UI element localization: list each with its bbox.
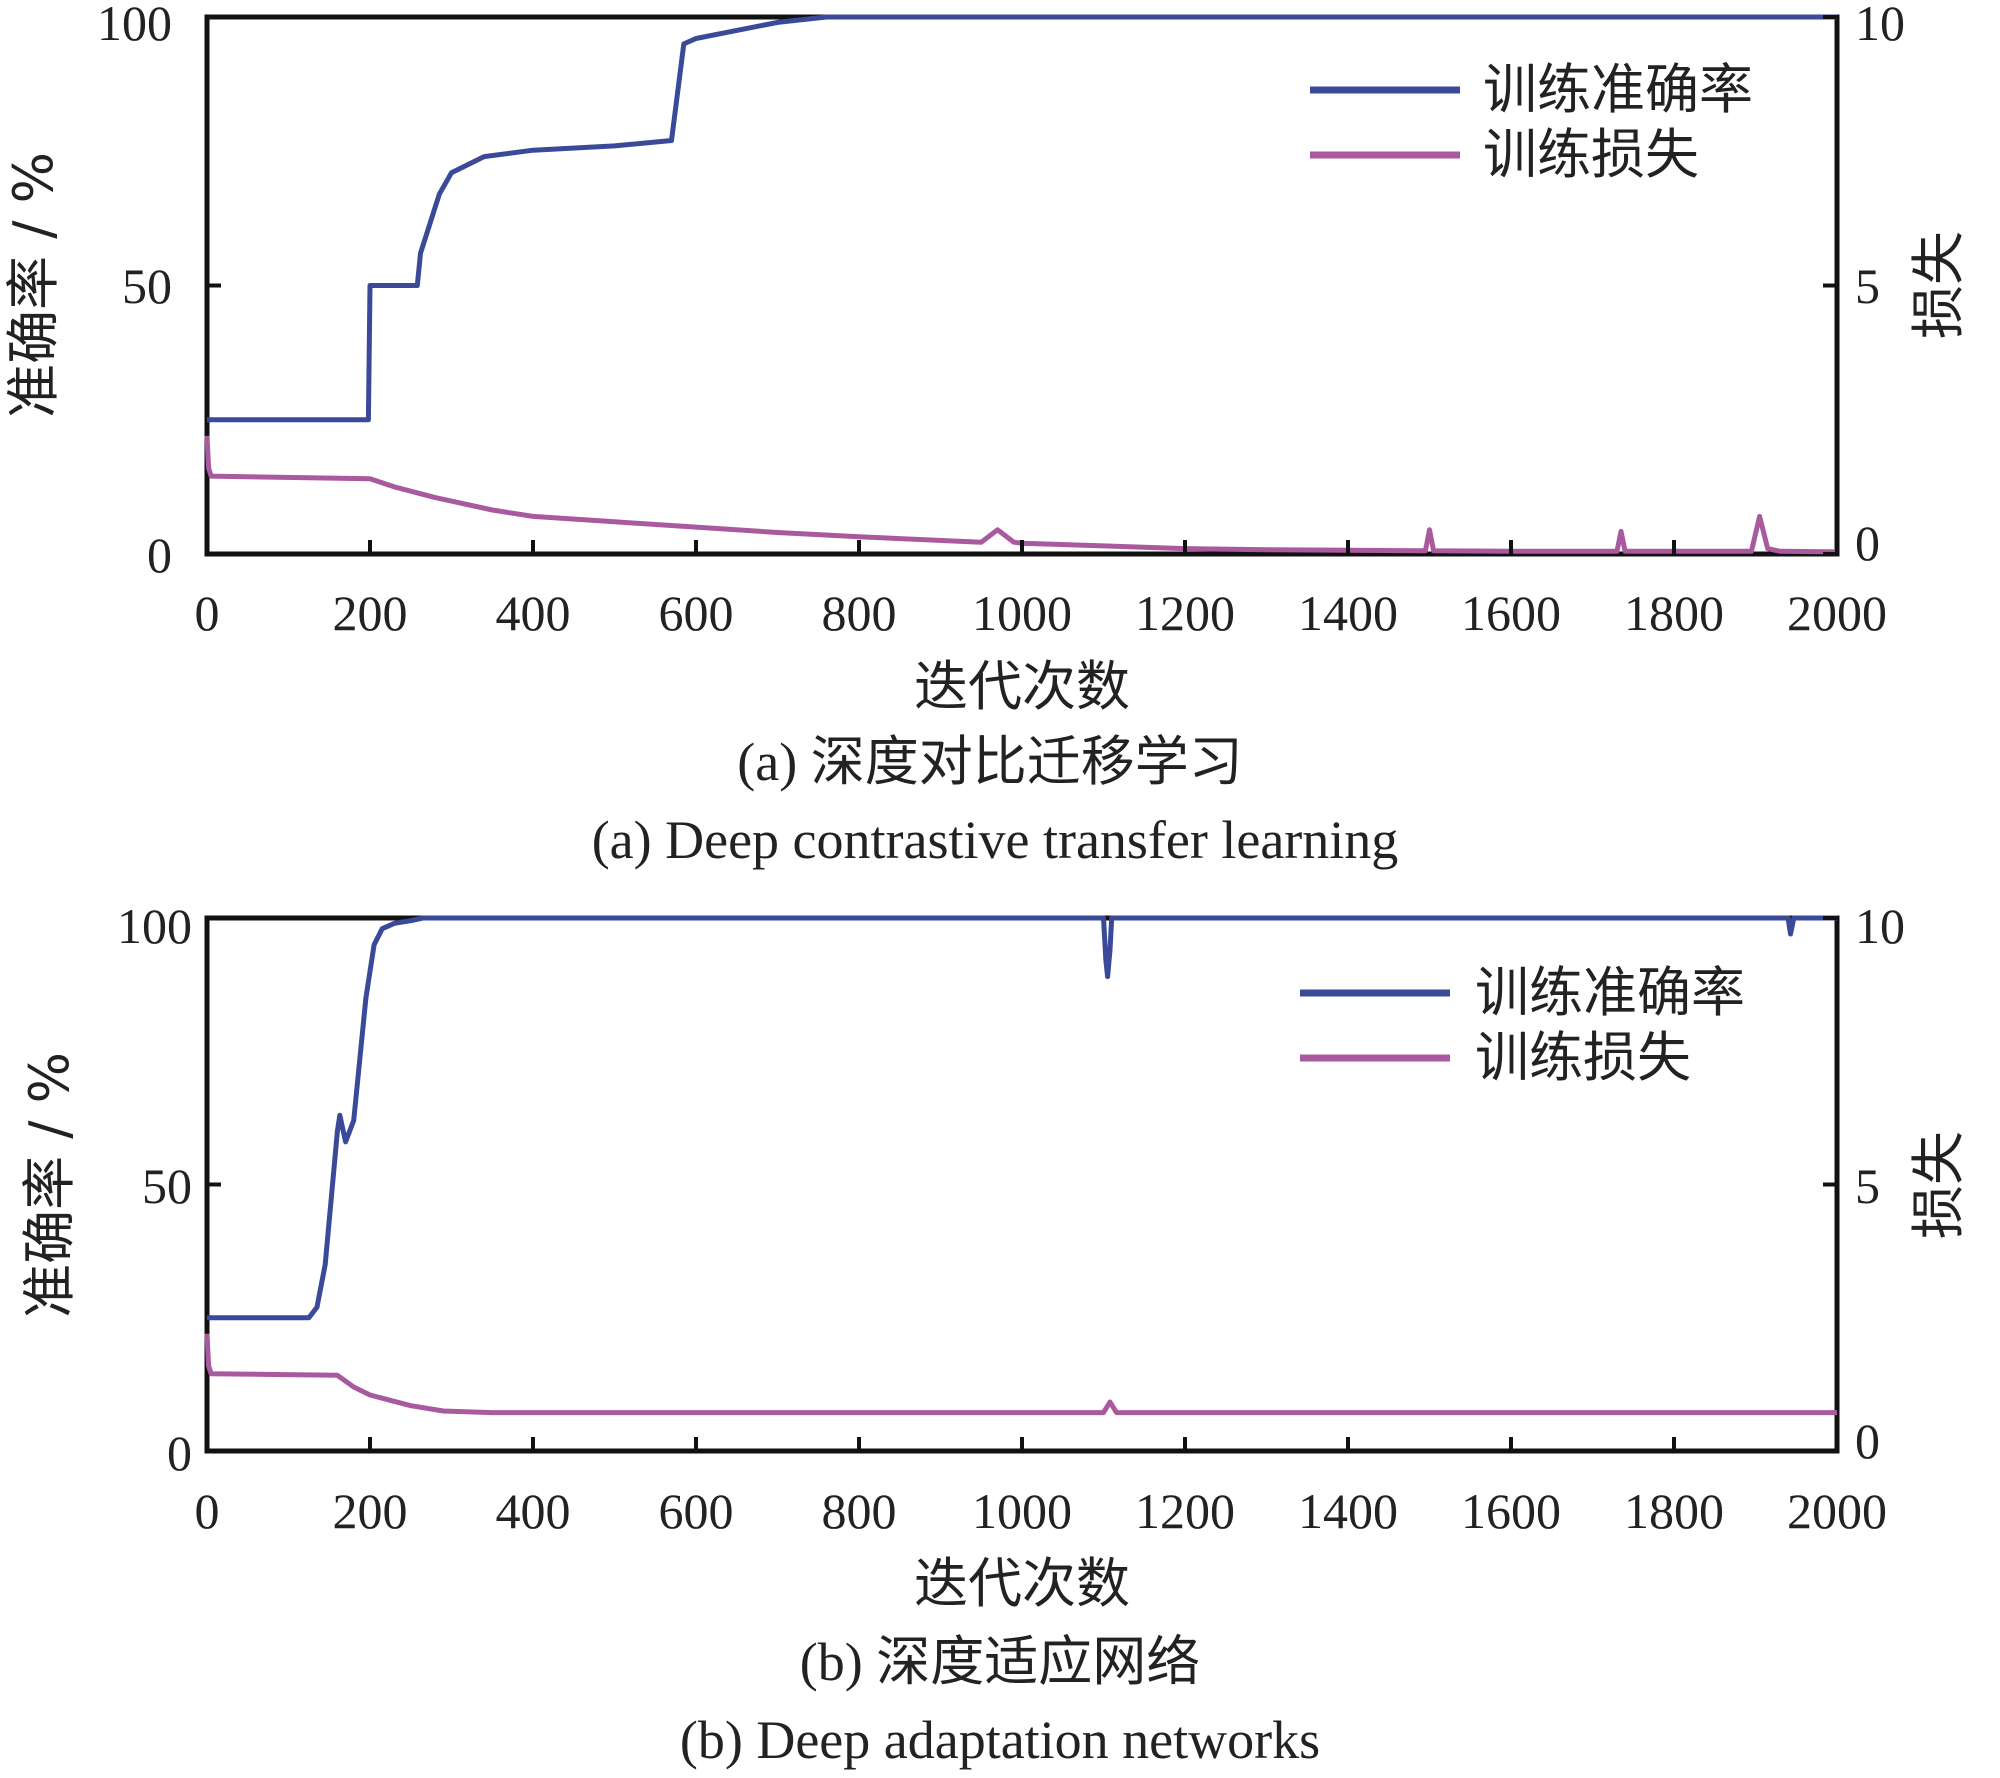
x-axis-label: 迭代次数 bbox=[914, 655, 1130, 718]
x-tick-label: 0 bbox=[195, 1483, 220, 1539]
y-right-tick-label: 5 bbox=[1855, 1158, 1880, 1214]
x-tick-label: 400 bbox=[496, 585, 571, 641]
series-line-loss bbox=[204, 435, 1838, 555]
y-right-axis-label: 损失 bbox=[1907, 231, 1970, 339]
y-left-tick-label: 0 bbox=[147, 527, 172, 583]
y-right-tick-label: 5 bbox=[1855, 258, 1880, 314]
series-line-accuracy bbox=[207, 915, 1837, 1321]
legend-label: 训练损失 bbox=[1475, 1026, 1691, 1089]
caption-chinese: (a) 深度对比迁移学习 bbox=[737, 732, 1242, 792]
y-left-tick-label: 0 bbox=[167, 1425, 192, 1481]
chart-panel-a: 0 200 400 600 800 1000 1200 1400 1600 18… bbox=[2, 0, 1970, 870]
y-right-tick-label: 0 bbox=[1855, 1413, 1880, 1469]
x-tick-label: 800 bbox=[822, 585, 897, 641]
x-tick-label: 200 bbox=[333, 1483, 408, 1539]
caption-chinese: (b) 深度适应网络 bbox=[800, 1632, 1200, 1692]
x-tick-label: 1000 bbox=[972, 1483, 1072, 1539]
x-tick-label: 800 bbox=[822, 1483, 897, 1539]
x-tick-label: 200 bbox=[333, 585, 408, 641]
y-right-tick-label: 10 bbox=[1855, 0, 1905, 51]
x-tick-label: 1000 bbox=[972, 585, 1072, 641]
x-tick-label: 1600 bbox=[1461, 1483, 1561, 1539]
x-tick-label: 400 bbox=[496, 1483, 571, 1539]
series-line-loss bbox=[204, 1333, 1837, 1416]
y-left-tick-label: 100 bbox=[117, 898, 192, 954]
x-tick-label: 1400 bbox=[1298, 1483, 1398, 1539]
tick-layer bbox=[205, 916, 1839, 1453]
legend-label: 训练损失 bbox=[1483, 123, 1699, 186]
x-tick-label: 600 bbox=[659, 585, 734, 641]
series-layer bbox=[204, 915, 1837, 1416]
y-right-tick-label: 10 bbox=[1855, 898, 1905, 954]
y-left-tick-label: 50 bbox=[122, 258, 172, 314]
series-line-accuracy bbox=[207, 14, 1837, 423]
x-tick-label: 2000 bbox=[1787, 585, 1887, 641]
x-tick-label: 0 bbox=[195, 585, 220, 641]
y-left-tick-label: 100 bbox=[97, 0, 172, 51]
y-left-tick-label: 50 bbox=[142, 1158, 192, 1214]
x-tick-label: 1400 bbox=[1298, 585, 1398, 641]
y-right-tick-label: 0 bbox=[1855, 515, 1880, 571]
legend-label: 训练准确率 bbox=[1475, 961, 1745, 1024]
x-tick-label: 1800 bbox=[1624, 1483, 1724, 1539]
series-layer bbox=[204, 14, 1838, 555]
caption-english: (b) Deep adaptation networks bbox=[680, 1710, 1320, 1770]
x-tick-label: 1200 bbox=[1135, 585, 1235, 641]
x-tick-label: 600 bbox=[659, 1483, 734, 1539]
legend: 训练准确率 训练损失 bbox=[1300, 961, 1745, 1089]
legend-label: 训练准确率 bbox=[1483, 58, 1753, 121]
y-right-axis-label: 损失 bbox=[1907, 1131, 1970, 1239]
legend: 训练准确率 训练损失 bbox=[1310, 58, 1753, 186]
x-tick-label: 1800 bbox=[1624, 585, 1724, 641]
chart-panel-b: 0 200 400 600 800 1000 1200 1400 1600 18… bbox=[18, 898, 1970, 1770]
x-axis-label: 迭代次数 bbox=[914, 1552, 1130, 1615]
x-tick-label: 1600 bbox=[1461, 585, 1561, 641]
y-left-axis-label: 准确率 / % bbox=[2, 152, 65, 418]
caption-english: (a) Deep contrastive transfer learning bbox=[592, 810, 1399, 870]
tick-layer bbox=[205, 15, 1839, 556]
x-tick-label: 1200 bbox=[1135, 1483, 1235, 1539]
x-tick-label: 2000 bbox=[1787, 1483, 1887, 1539]
y-left-axis-label: 准确率 / % bbox=[18, 1052, 81, 1318]
